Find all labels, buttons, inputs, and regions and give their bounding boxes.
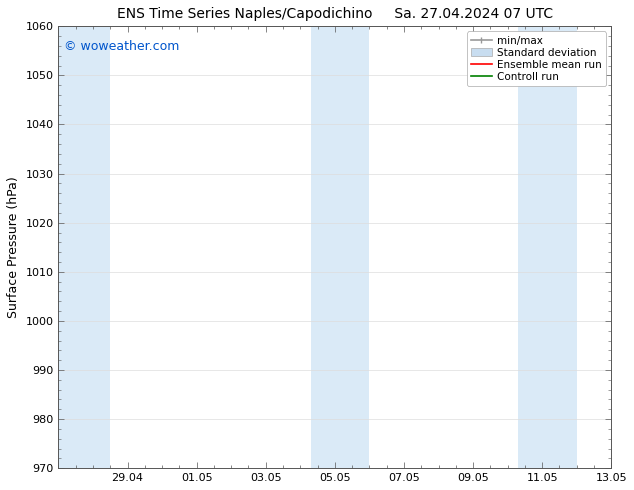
Bar bbox=[311, 26, 370, 468]
Legend: min/max, Standard deviation, Ensemble mean run, Controll run: min/max, Standard deviation, Ensemble me… bbox=[467, 31, 606, 86]
Title: ENS Time Series Naples/Capodichino     Sa. 27.04.2024 07 UTC: ENS Time Series Naples/Capodichino Sa. 2… bbox=[117, 7, 553, 21]
Text: © woweather.com: © woweather.com bbox=[64, 40, 179, 52]
Bar bbox=[518, 26, 577, 468]
Y-axis label: Surface Pressure (hPa): Surface Pressure (hPa) bbox=[7, 176, 20, 318]
Bar bbox=[58, 26, 110, 468]
